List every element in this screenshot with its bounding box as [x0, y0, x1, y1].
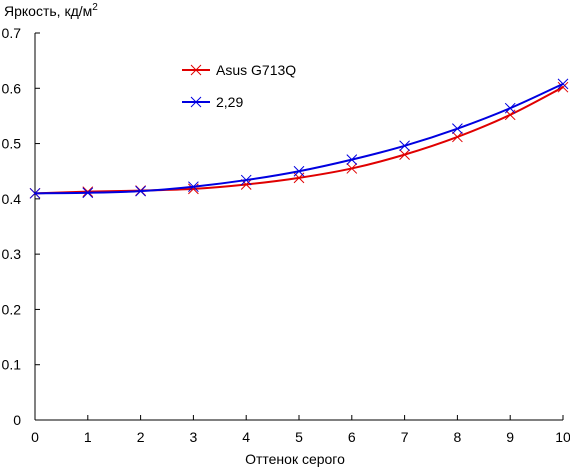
x-tick-label: 1	[84, 429, 92, 445]
marker-stroke	[557, 78, 569, 90]
y-axis-title-text: Яркость, кд/м	[4, 3, 92, 19]
legend-label: Asus G713Q	[216, 62, 296, 78]
data-point	[399, 149, 410, 160]
y-tick-label: 0.4	[2, 191, 22, 207]
y-tick-label: 0.7	[2, 25, 22, 41]
y-tick-label: 0.3	[2, 246, 22, 262]
marker-stroke	[399, 149, 410, 160]
data-point	[82, 187, 94, 199]
y-ticks: 0 0.1 0.2 0.3 0.4 0.5 0.6 0.7	[2, 25, 40, 428]
marker-stroke	[135, 185, 146, 197]
data-point	[399, 140, 410, 152]
data-point	[452, 131, 463, 143]
series-group	[29, 78, 569, 199]
data-point	[346, 163, 358, 174]
x-tick-label: 2	[137, 429, 145, 445]
x-tick-label: 9	[506, 429, 514, 445]
marker-stroke	[29, 187, 41, 199]
legend-marker	[190, 96, 202, 108]
data-point	[135, 185, 146, 197]
marker-stroke	[82, 186, 94, 198]
x-tick-label: 8	[454, 429, 462, 445]
marker-stroke	[188, 181, 199, 193]
x-axis-title: Оттенок серого	[245, 451, 345, 467]
legend: Asus G713Q 2,29	[182, 62, 296, 110]
marker-stroke	[557, 81, 569, 93]
legend-marker	[190, 64, 202, 76]
x-tick-label: 7	[401, 429, 409, 445]
x-tick-label: 4	[242, 429, 250, 445]
data-point	[557, 81, 569, 93]
data-point	[293, 165, 305, 177]
y-axis-title: Яркость, кд/м2	[4, 2, 98, 19]
y-tick-label: 0.1	[2, 357, 22, 373]
data-point	[452, 123, 463, 134]
marker-stroke	[346, 163, 358, 174]
marker-stroke	[452, 123, 463, 134]
y-tick-label: 0.5	[2, 136, 22, 152]
marker-stroke	[399, 140, 410, 152]
data-point	[346, 154, 358, 165]
data-point	[82, 186, 94, 198]
x-tick-label: 5	[295, 429, 303, 445]
marker-stroke	[240, 174, 252, 186]
marker-stroke	[293, 165, 305, 177]
marker-stroke	[190, 96, 202, 108]
axes	[34, 33, 563, 421]
x-tick-label: 10	[555, 429, 570, 445]
marker-stroke	[240, 179, 252, 190]
y-tick-label: 0.6	[2, 80, 22, 96]
data-point	[188, 181, 199, 193]
marker-stroke	[452, 131, 463, 143]
marker-stroke	[504, 102, 516, 114]
x-tick-label: 3	[190, 429, 198, 445]
legend-label: 2,29	[216, 94, 243, 110]
marker-stroke	[82, 187, 94, 199]
y-tick-label: 0.2	[2, 301, 22, 317]
data-point	[557, 78, 569, 90]
y-axis-title-superscript: 2	[92, 2, 98, 13]
marker-stroke	[190, 64, 202, 76]
y-tick-label: 0	[13, 412, 21, 428]
data-point	[504, 102, 516, 114]
x-tick-label: 0	[31, 429, 39, 445]
data-point	[29, 187, 41, 199]
x-tick-label: 6	[348, 429, 356, 445]
marker-stroke	[346, 154, 358, 165]
data-point	[240, 174, 252, 186]
x-ticks: 0 1 2 3 4 5 6 7 8 9 10	[31, 415, 570, 445]
